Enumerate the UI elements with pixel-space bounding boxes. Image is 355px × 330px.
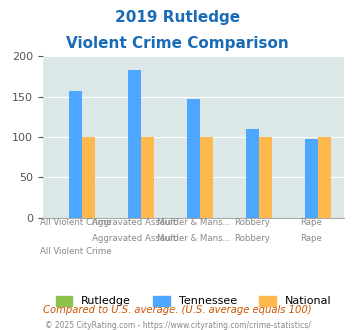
Text: © 2025 CityRating.com - https://www.cityrating.com/crime-statistics/: © 2025 CityRating.com - https://www.city… (45, 321, 310, 330)
Bar (69, 91, 82, 218)
Bar (200, 137, 213, 218)
Text: Rape: Rape (300, 234, 322, 243)
Bar (128, 70, 141, 218)
Text: Murder & Mans...: Murder & Mans... (157, 234, 230, 243)
Text: All Violent Crime: All Violent Crime (40, 218, 111, 227)
Bar (141, 137, 154, 218)
Text: Murder & Mans...: Murder & Mans... (157, 218, 230, 227)
Text: All Violent Crime: All Violent Crime (40, 247, 111, 256)
Legend: Rutledge, Tennessee, National: Rutledge, Tennessee, National (51, 291, 336, 311)
Bar (259, 137, 272, 218)
Bar (187, 99, 200, 218)
Bar (82, 137, 95, 218)
Bar (246, 129, 259, 218)
Bar (305, 139, 318, 218)
Text: Aggravated Assault: Aggravated Assault (92, 218, 177, 227)
Text: Aggravated Assault: Aggravated Assault (92, 234, 177, 243)
Text: 2019 Rutledge: 2019 Rutledge (115, 10, 240, 25)
Text: Compared to U.S. average. (U.S. average equals 100): Compared to U.S. average. (U.S. average … (43, 305, 312, 315)
Text: Robbery: Robbery (234, 218, 270, 227)
Text: Violent Crime Comparison: Violent Crime Comparison (66, 36, 289, 51)
Text: Rape: Rape (300, 218, 322, 227)
Bar (318, 137, 331, 218)
Text: Robbery: Robbery (234, 234, 270, 243)
